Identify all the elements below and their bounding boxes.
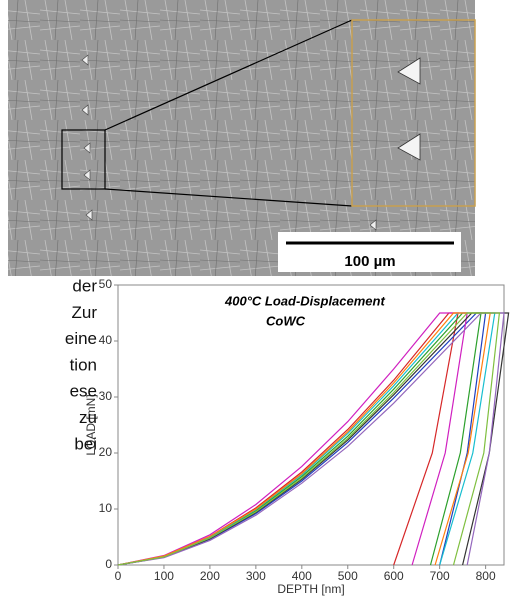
zoom-line — [104, 19, 353, 131]
x-axis-label: DEPTH [nm] — [277, 582, 344, 596]
series-line — [117, 312, 501, 566]
y-tick-label: 50 — [99, 277, 113, 291]
x-tick-label: 500 — [338, 569, 358, 583]
zoom-line — [104, 188, 353, 207]
y-axis-label: LOAD [mN] — [84, 394, 98, 455]
x-tick-label: 300 — [246, 569, 266, 583]
scale-bar-box — [278, 232, 461, 272]
series-line — [117, 312, 505, 566]
x-tick-label: 100 — [154, 569, 174, 583]
x-tick-label: 0 — [115, 569, 122, 583]
body-text-fragment: bei — [74, 434, 97, 453]
series-line — [117, 312, 491, 566]
chart-title: 400°C Load-Displacement — [224, 293, 385, 308]
y-tick-label: 30 — [99, 389, 113, 403]
inset-indents — [397, 57, 421, 161]
y-tick-label: 10 — [99, 501, 113, 515]
indents — [81, 54, 377, 231]
series-line — [117, 312, 468, 566]
x-tick-label: 800 — [476, 569, 496, 583]
zoom-inset — [351, 19, 476, 207]
body-text-fragment: der — [72, 276, 97, 295]
x-tick-label: 600 — [384, 569, 404, 583]
zoom-box — [61, 129, 106, 190]
x-tick-label: 400 — [292, 569, 312, 583]
x-tick-label: 200 — [200, 569, 220, 583]
body-text-fragment: ese — [70, 382, 97, 401]
scale-bar-label: 100 µm — [344, 253, 395, 270]
body-text-fragment: Zur — [72, 303, 98, 322]
plot-frame — [117, 284, 505, 566]
body-text-fragment: eine — [65, 329, 97, 348]
y-tick-label: 0 — [105, 557, 112, 571]
y-tick-label: 20 — [99, 445, 113, 459]
chart-subtitle: CoWC — [266, 313, 306, 328]
y-tick-label: 40 — [99, 333, 113, 347]
body-text-fragment: zu — [79, 408, 97, 427]
x-tick-label: 700 — [430, 569, 450, 583]
body-text-fragment: tion — [70, 355, 97, 374]
